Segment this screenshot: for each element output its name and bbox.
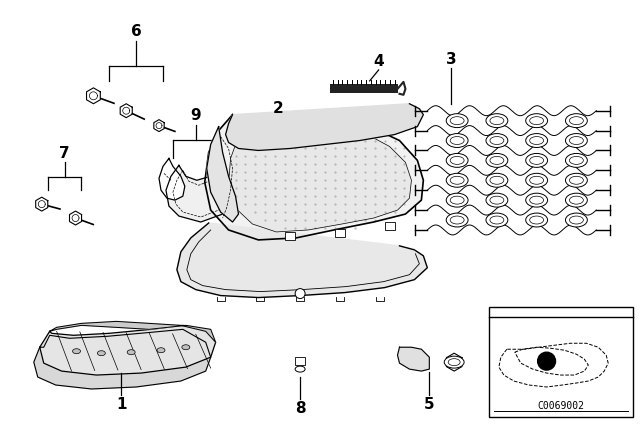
Polygon shape (50, 321, 216, 342)
Polygon shape (159, 159, 185, 200)
Ellipse shape (486, 114, 508, 128)
Ellipse shape (157, 348, 165, 353)
Polygon shape (40, 325, 216, 375)
Ellipse shape (530, 137, 543, 145)
Ellipse shape (530, 116, 543, 125)
Ellipse shape (444, 356, 464, 368)
Ellipse shape (72, 349, 81, 353)
Ellipse shape (566, 154, 588, 168)
Ellipse shape (530, 216, 543, 224)
Ellipse shape (486, 134, 508, 147)
Bar (285, 232, 295, 240)
Ellipse shape (446, 154, 468, 168)
Ellipse shape (490, 156, 504, 164)
Ellipse shape (490, 177, 504, 184)
Ellipse shape (446, 114, 468, 128)
Circle shape (538, 352, 556, 370)
Ellipse shape (446, 193, 468, 207)
Ellipse shape (570, 137, 583, 145)
Ellipse shape (525, 134, 548, 147)
Polygon shape (120, 104, 132, 118)
Ellipse shape (566, 114, 588, 128)
Ellipse shape (490, 216, 504, 224)
Ellipse shape (182, 345, 190, 350)
Ellipse shape (127, 350, 135, 355)
Bar (295, 357, 305, 365)
Ellipse shape (97, 351, 106, 356)
Text: 4: 4 (373, 53, 384, 69)
Ellipse shape (450, 196, 464, 204)
Ellipse shape (525, 173, 548, 187)
Polygon shape (86, 88, 100, 104)
Ellipse shape (450, 137, 464, 145)
Ellipse shape (486, 193, 508, 207)
Ellipse shape (570, 216, 583, 224)
Ellipse shape (490, 196, 504, 204)
Circle shape (295, 289, 305, 298)
Text: 1: 1 (116, 397, 127, 412)
Ellipse shape (490, 116, 504, 125)
Bar (335, 229, 345, 237)
Polygon shape (499, 343, 608, 387)
Ellipse shape (570, 177, 583, 184)
Ellipse shape (450, 216, 464, 224)
Ellipse shape (566, 193, 588, 207)
Ellipse shape (530, 177, 543, 184)
Text: C0069002: C0069002 (537, 401, 584, 411)
Ellipse shape (450, 116, 464, 125)
Polygon shape (228, 121, 412, 232)
Text: 7: 7 (60, 146, 70, 161)
Ellipse shape (450, 156, 464, 164)
Ellipse shape (446, 134, 468, 147)
Polygon shape (166, 165, 230, 222)
Polygon shape (225, 104, 423, 151)
Bar (489, 307, 633, 417)
Polygon shape (70, 211, 81, 225)
Text: 2: 2 (273, 101, 284, 116)
Text: 3: 3 (446, 52, 456, 67)
Ellipse shape (566, 134, 588, 147)
Ellipse shape (525, 114, 548, 128)
Polygon shape (154, 120, 164, 132)
Polygon shape (205, 115, 423, 240)
Text: 5: 5 (424, 397, 435, 412)
Ellipse shape (490, 137, 504, 145)
Ellipse shape (566, 173, 588, 187)
Ellipse shape (486, 154, 508, 168)
Ellipse shape (446, 213, 468, 227)
Ellipse shape (570, 196, 583, 204)
Ellipse shape (446, 173, 468, 187)
Polygon shape (34, 329, 211, 389)
Bar (330, 84, 397, 93)
Ellipse shape (486, 173, 508, 187)
Ellipse shape (450, 177, 464, 184)
Ellipse shape (448, 359, 460, 366)
Ellipse shape (530, 196, 543, 204)
Ellipse shape (570, 116, 583, 125)
Ellipse shape (566, 213, 588, 227)
Text: 6: 6 (131, 24, 141, 39)
Polygon shape (36, 197, 48, 211)
Polygon shape (207, 127, 239, 222)
Ellipse shape (525, 213, 548, 227)
Ellipse shape (530, 156, 543, 164)
Ellipse shape (486, 213, 508, 227)
Ellipse shape (525, 154, 548, 168)
Ellipse shape (525, 193, 548, 207)
Polygon shape (177, 223, 428, 297)
Ellipse shape (295, 366, 305, 372)
Ellipse shape (570, 156, 583, 164)
Text: 8: 8 (295, 401, 305, 416)
Text: 9: 9 (191, 108, 201, 123)
Polygon shape (447, 353, 462, 371)
Bar (385, 222, 394, 230)
Polygon shape (397, 347, 429, 371)
